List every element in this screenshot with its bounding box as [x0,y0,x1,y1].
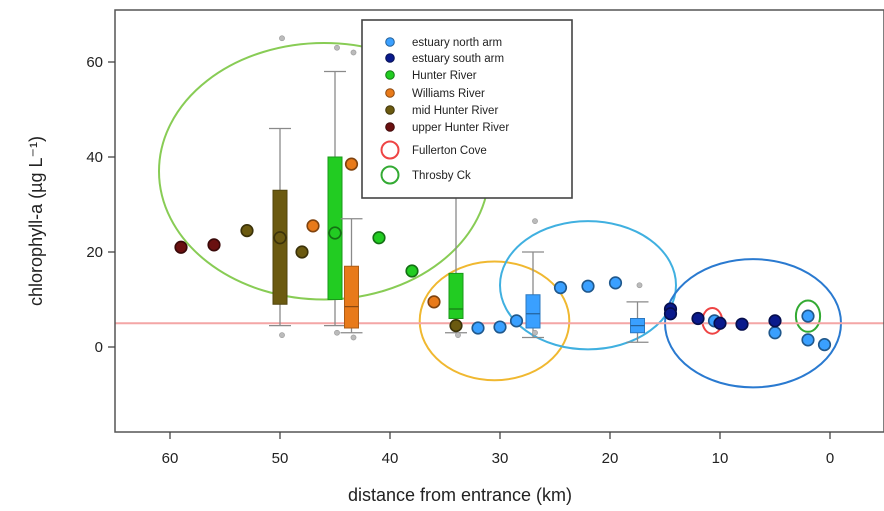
legend-label: mid Hunter River [412,105,498,117]
legend-item: Williams River [385,88,485,100]
boxplot-outlier [334,329,340,336]
data-point [207,238,221,252]
data-point [768,314,782,328]
x-tick-label: 20 [602,450,619,467]
legend-item: upper Hunter River [385,122,509,134]
data-point [328,226,342,240]
x-tick-label: 50 [272,450,289,467]
legend-item: Hunter River [385,70,477,82]
axes: 60 50 40 30 20 10 0 0 20 40 60 [86,54,834,467]
legend-marker [380,140,400,160]
series-hunter-river [328,226,419,278]
data-point [344,157,359,171]
annotation-ellipse-5 [794,299,822,333]
data-point [663,307,678,321]
x-tick-label: 0 [826,450,834,467]
legend-marker [385,37,395,47]
legend-item: mid Hunter River [385,105,498,117]
boxplot-outlier [350,49,357,56]
boxplot-2 [340,49,363,341]
series-estuary-north-arm [471,276,832,352]
boxplot-outlier [455,332,461,339]
legend: estuary north arm estuary south arm Hunter… [361,19,573,199]
legend-item: estuary south arm [385,53,504,65]
series-upper-hunter-river [174,238,221,254]
legend-label: Fullerton Cove [412,145,487,157]
data-point [801,333,815,347]
legend-marker [385,105,395,115]
data-point [801,309,815,323]
data-point [306,219,320,233]
data-point [608,276,623,290]
x-axis-title: distance from entrance (km) [348,485,572,505]
boxplot-0 [269,35,291,339]
legend-label: estuary south arm [412,53,504,65]
boxplot-outlier [279,35,285,42]
x-tick-label: 60 [162,450,179,467]
data-point [493,320,507,334]
y-tick-label: 0 [95,339,103,356]
boxplot-outlier [532,218,538,225]
series-mid-hunter-river [240,224,463,333]
y-tick-label: 20 [86,244,103,261]
data-point [691,311,705,326]
data-point [768,326,782,340]
series-estuary-south-arm [663,302,782,331]
x-tick-label: 30 [492,450,509,467]
legend-marker [385,53,395,63]
boxplot-outlier [334,44,340,51]
annotation-ellipse-2 [499,220,677,351]
data-point [713,316,727,330]
boxplot-box [344,265,359,329]
data-point [735,317,749,331]
data-point [581,279,595,293]
boxplot-box [448,272,464,319]
legend-label: upper Hunter River [412,122,509,134]
data-point [240,224,254,238]
y-axis-title: chlorophyll-a (µg L⁻¹) [26,136,46,306]
x-tick-label: 40 [382,450,399,467]
legend-item: Throsby Ck [380,165,471,185]
y-tick-label: 60 [86,54,103,71]
boxplot-outlier [532,329,538,336]
data-point [372,231,386,245]
data-point [817,338,832,352]
data-point [509,314,524,328]
boxplot-outlier [279,332,285,339]
data-point [427,295,441,309]
legend-label: Throsby Ck [412,170,471,182]
legend-marker [380,165,400,185]
annotation-ellipses [158,42,842,389]
data-point [295,245,309,259]
legend-item: estuary north arm [385,37,502,49]
legend-marker [385,70,395,80]
boxplot-box [272,189,288,305]
legend-label: Hunter River [412,70,477,82]
boxplot-4 [522,218,544,339]
legend-frame [361,19,573,199]
legend-marker [385,122,395,132]
data-point [174,240,188,254]
y-tick-label: 40 [86,149,103,166]
data-point [405,264,419,278]
data-point [471,321,485,335]
boxplot-box [525,294,541,329]
boxplot-outlier [350,334,357,341]
boxplot-5 [626,282,649,343]
legend-item: Fullerton Cove [380,140,487,160]
legend-marker [385,88,395,98]
data-point [449,319,463,333]
boxplot-outlier [636,282,643,289]
annotation-ellipse-1 [418,260,571,382]
data-point [553,281,568,295]
legend-label: estuary north arm [412,37,502,49]
legend-label: Williams River [412,88,485,100]
data-point [273,231,287,245]
x-tick-label: 10 [712,450,729,467]
